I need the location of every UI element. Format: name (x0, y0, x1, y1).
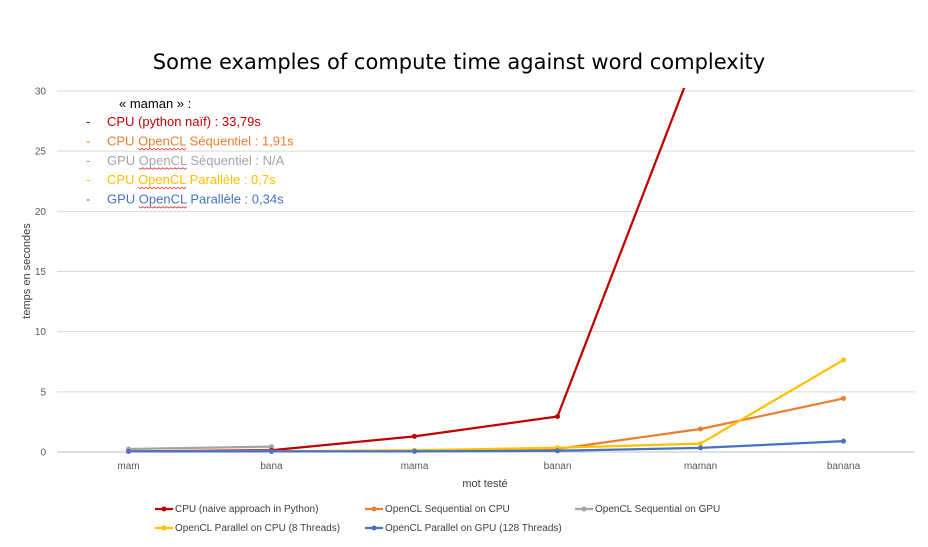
spellcheck-underline (137, 147, 187, 151)
annotation-item: GPU OpenCL Séquentiel : N/A (107, 153, 285, 168)
y-axis-ticks: 0 5 10 15 20 25 30 (35, 87, 47, 459)
data-point (841, 357, 846, 363)
legend-item: CPU (naive approach in Python) (155, 504, 318, 515)
data-point (555, 448, 560, 454)
annotation-opencl: OpenCL (138, 172, 186, 187)
data-point (412, 448, 417, 454)
spellcheck-underline (137, 186, 187, 190)
data-point (698, 426, 703, 432)
legend-label: OpenCL Sequential on GPU (595, 504, 720, 515)
annotation-bullet: - (86, 133, 90, 148)
legend-marker (161, 525, 167, 531)
x-tick-label: banan (544, 461, 572, 472)
series-line (128, 440, 844, 453)
annotation-detail: Parallèle : 0,34s (187, 192, 284, 207)
annotation-bullet: - (86, 153, 90, 168)
x-axis-ticks: mam bana mama banan maman banana (117, 461, 860, 472)
annotation-item: CPU OpenCL Séquentiel : 1,91s (107, 133, 294, 148)
series-5 (126, 438, 846, 454)
annotation-detail: Séquentiel : 1,91s (186, 133, 294, 148)
legend-label: CPU (naive approach in Python) (175, 504, 318, 515)
annotation-bullet: - (86, 114, 90, 129)
legend-marker (371, 525, 377, 531)
data-point (126, 448, 131, 454)
x-tick-label: mama (401, 461, 429, 472)
data-point (698, 43, 703, 48)
annotation-bullet: - (86, 192, 90, 207)
x-tick-label: banana (827, 461, 861, 472)
annotation-opencl: OpenCL (139, 153, 187, 168)
legend-marker (371, 506, 377, 512)
legend-marker (581, 506, 587, 512)
data-point (698, 445, 703, 451)
annotation-device: GPU (107, 153, 139, 168)
annotation-heading: « maman » : (119, 96, 191, 111)
legend-label: OpenCL Parallel on GPU (128 Threads) (385, 523, 562, 534)
annotation-device: GPU (107, 192, 139, 207)
annotation-opencl: OpenCL (138, 133, 186, 148)
annotation-item: GPU OpenCL Parallèle : 0,34s (107, 192, 284, 207)
annotation-device: CPU (107, 133, 138, 148)
annotation-item: CPU OpenCL Parallèle : 0,7s (107, 172, 276, 187)
plot-area (126, 43, 846, 454)
legend-label: OpenCL Parallel on CPU (8 Threads) (175, 523, 340, 534)
legend-item: OpenCL Sequential on CPU (365, 504, 510, 515)
gridlines (57, 90, 915, 453)
annotation-detail: (python naïf) : 33,79s (138, 114, 261, 129)
annotation-device: CPU (107, 114, 138, 129)
legend: CPU (naive approach in Python) OpenCL Seq… (155, 504, 720, 534)
annotation-opencl: OpenCL (139, 192, 187, 207)
y-tick-label: 25 (35, 147, 47, 158)
y-axis-title: temps en secondes (21, 223, 33, 319)
x-axis-title: mot testé (462, 478, 507, 490)
legend-item: OpenCL Sequential on GPU (575, 504, 720, 515)
x-tick-label: bana (260, 461, 283, 472)
annotation-device: CPU (107, 172, 138, 187)
data-point (555, 414, 560, 420)
legend-item: OpenCL Parallel on GPU (128 Threads) (365, 523, 562, 534)
annotation-item: CPU (python naïf) : 33,79s (107, 114, 261, 129)
legend-item: OpenCL Parallel on CPU (8 Threads) (155, 523, 340, 534)
series-line (128, 397, 844, 453)
y-tick-label: 10 (35, 327, 47, 338)
y-tick-label: 30 (35, 87, 47, 98)
annotation-bullet: - (86, 172, 90, 187)
y-tick-label: 0 (40, 448, 46, 459)
x-tick-label: maman (684, 461, 717, 472)
annotation-detail: Parallèle : 0,7s (186, 172, 276, 187)
spellcheck-underline (138, 167, 188, 170)
data-point (841, 395, 846, 401)
data-point (269, 444, 274, 450)
series-line (128, 445, 272, 451)
chart-title: Some examples of compute time against wo… (153, 50, 765, 74)
data-point (841, 438, 846, 444)
y-tick-label: 15 (35, 267, 47, 278)
data-point (698, 441, 703, 447)
y-tick-label: 5 (40, 387, 46, 398)
annotation-detail: Séquentiel : N/A (187, 153, 285, 168)
series-line (128, 358, 845, 453)
legend-marker (161, 506, 167, 512)
series-line (128, 88, 686, 453)
annotation-box: « maman » : - CPU (python naïf) : 33,79s - C… (86, 96, 294, 209)
x-tick-label: mam (117, 461, 139, 472)
legend-label: OpenCL Sequential on CPU (385, 504, 510, 515)
spellcheck-underline (138, 206, 188, 209)
data-point (269, 448, 274, 454)
data-point (412, 433, 417, 439)
y-tick-label: 20 (35, 207, 47, 218)
series-4 (126, 357, 846, 454)
